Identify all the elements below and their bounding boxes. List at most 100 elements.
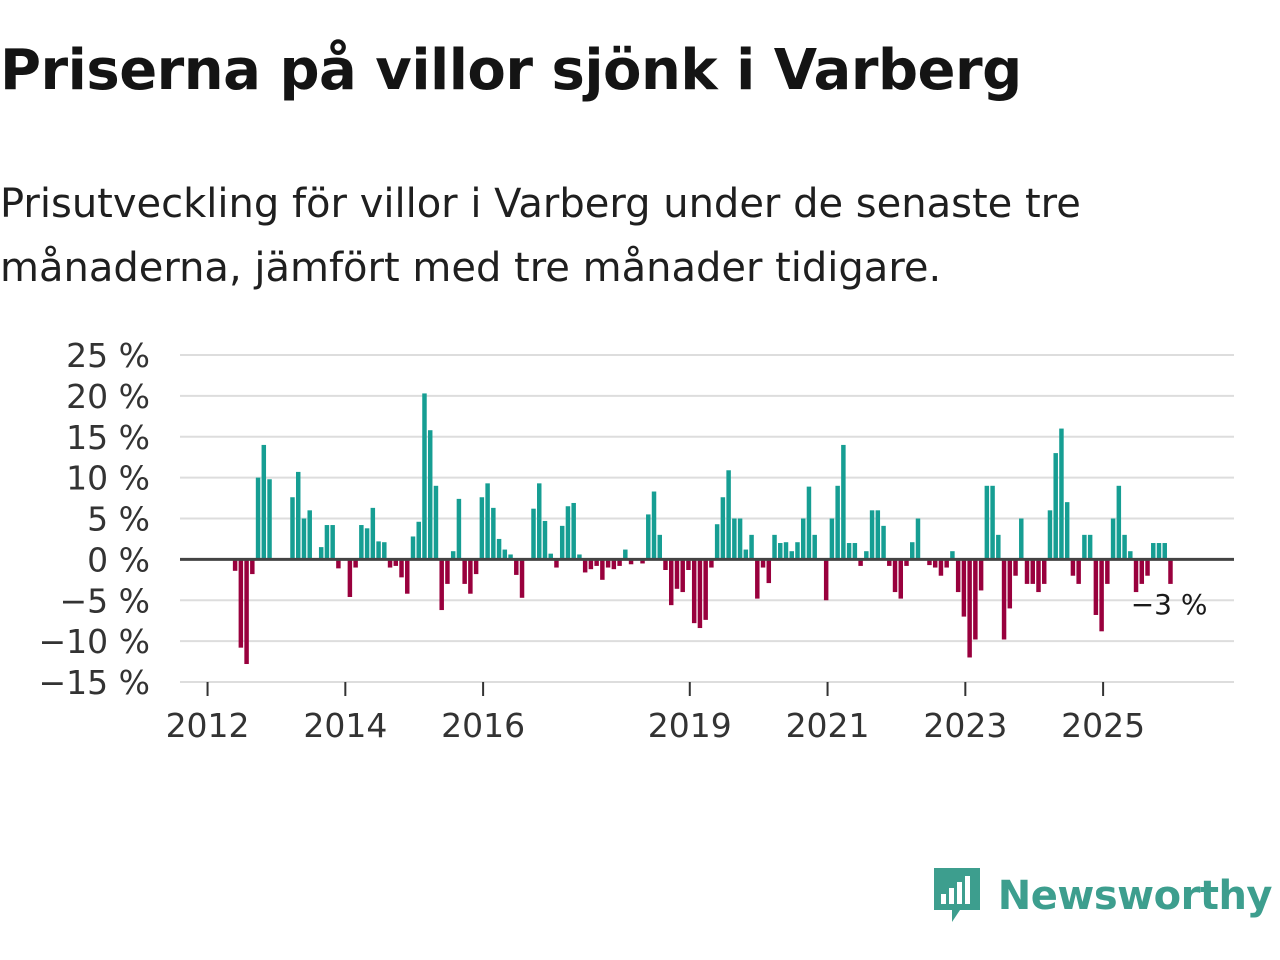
y-tick-label: −5 % — [60, 581, 151, 620]
bar-negative — [1133, 559, 1139, 593]
chart-title: Priserna på villor sjönk i Varberg — [0, 38, 1022, 103]
bar-negative — [600, 559, 605, 580]
bar-positive — [359, 525, 364, 560]
bar-positive — [1087, 534, 1093, 560]
bar-negative — [663, 559, 668, 571]
bar-positive — [651, 491, 657, 560]
bar-negative — [605, 559, 611, 568]
bar-negative — [932, 559, 938, 568]
bar-positive — [577, 554, 582, 560]
bar-negative — [887, 559, 892, 566]
bar-positive — [789, 551, 794, 560]
bar-negative — [697, 559, 703, 629]
bar-negative — [927, 559, 932, 566]
bar-positive — [542, 520, 548, 560]
bar-negative — [462, 559, 467, 584]
bar-negative — [904, 559, 909, 566]
bar-positive — [800, 518, 806, 560]
bar-negative — [823, 559, 829, 601]
bar-positive — [450, 551, 456, 560]
bar-positive — [307, 510, 312, 560]
bar-positive — [915, 518, 921, 560]
bar-negative — [668, 559, 674, 606]
bar-positive — [990, 485, 995, 560]
y-tick-label: 10 % — [66, 459, 150, 498]
bar-negative — [709, 559, 714, 568]
bar-negative — [858, 559, 863, 566]
bar-positive — [881, 525, 886, 560]
bar-negative — [978, 559, 984, 591]
bar-positive — [806, 486, 812, 560]
bar-negative — [387, 559, 393, 568]
x-tick-label: 2025 — [1061, 706, 1145, 745]
bar-positive — [1122, 534, 1127, 560]
bar-negative — [232, 559, 238, 571]
bar-positive — [502, 549, 508, 560]
bar-negative — [1001, 559, 1007, 640]
bar-negative — [766, 559, 772, 584]
x-tick-label: 2012 — [166, 706, 250, 745]
bar-negative — [554, 559, 559, 568]
end-value-label: −3 % — [1131, 588, 1208, 621]
bar-positive — [548, 553, 553, 560]
x-axis: 2012 2014 2016 2019 2021 2023 2025 — [166, 681, 1234, 745]
bar-positive — [1064, 502, 1070, 560]
bar-positive — [364, 528, 370, 560]
bar-positive — [491, 507, 496, 560]
bar-positive — [829, 518, 835, 560]
bar-negative — [617, 559, 622, 566]
bar-positive — [427, 430, 433, 560]
bar-negative — [1013, 559, 1018, 576]
bar-negative — [1168, 559, 1173, 584]
bar-negative — [519, 559, 525, 598]
bar-positive — [720, 497, 726, 560]
bar-negative — [967, 559, 972, 658]
bar-positive — [1151, 543, 1156, 560]
x-tick-label: 2019 — [648, 706, 732, 745]
bar-positive — [657, 534, 662, 560]
bar-negative — [514, 559, 519, 575]
bar-positive — [261, 444, 267, 560]
bar-positive — [726, 470, 731, 560]
bar-chart: 25 %20 %15 %10 %5 %0 %−5 %−10 %−15 % 201… — [39, 336, 1234, 745]
bar-positive — [743, 549, 749, 560]
bar-positive — [433, 485, 439, 560]
newsworthy-logo-icon — [933, 868, 980, 922]
bar-negative — [611, 559, 617, 570]
bar-negative — [473, 559, 479, 575]
bar-positive — [410, 536, 416, 560]
bar-negative — [674, 559, 680, 589]
bar-positive — [1116, 485, 1122, 560]
bar-positive — [852, 543, 858, 560]
bar-negative — [961, 559, 967, 617]
bar-positive — [537, 483, 542, 560]
bar-negative — [439, 559, 444, 611]
bar-positive — [996, 534, 1001, 560]
x-tick-label: 2014 — [303, 706, 387, 745]
bar-negative — [336, 559, 341, 569]
bar-positive — [1059, 428, 1064, 560]
bar-positive — [370, 507, 376, 560]
bar-positive — [910, 542, 915, 560]
bar-positive — [301, 518, 307, 560]
bar-positive — [646, 514, 651, 560]
bar-positive — [1082, 534, 1087, 560]
bar-negative — [1041, 559, 1047, 584]
bar-negative — [1007, 559, 1013, 609]
bar-positive — [267, 479, 272, 560]
bar-positive — [508, 554, 513, 560]
bar-positive — [1162, 543, 1167, 560]
bar-negative — [399, 559, 404, 578]
x-tick-label: 2023 — [923, 706, 1007, 745]
bar-positive — [416, 521, 421, 560]
bar-positive — [479, 497, 485, 560]
bar-positive — [984, 485, 990, 560]
bar-positive — [841, 444, 846, 560]
bar-negative — [955, 559, 961, 593]
y-tick-label: 20 % — [66, 377, 150, 416]
bar-positive — [324, 525, 330, 560]
bar-negative — [944, 559, 949, 568]
bar-positive — [835, 485, 840, 560]
bar-positive — [1047, 510, 1053, 560]
bar-positive — [485, 483, 490, 560]
